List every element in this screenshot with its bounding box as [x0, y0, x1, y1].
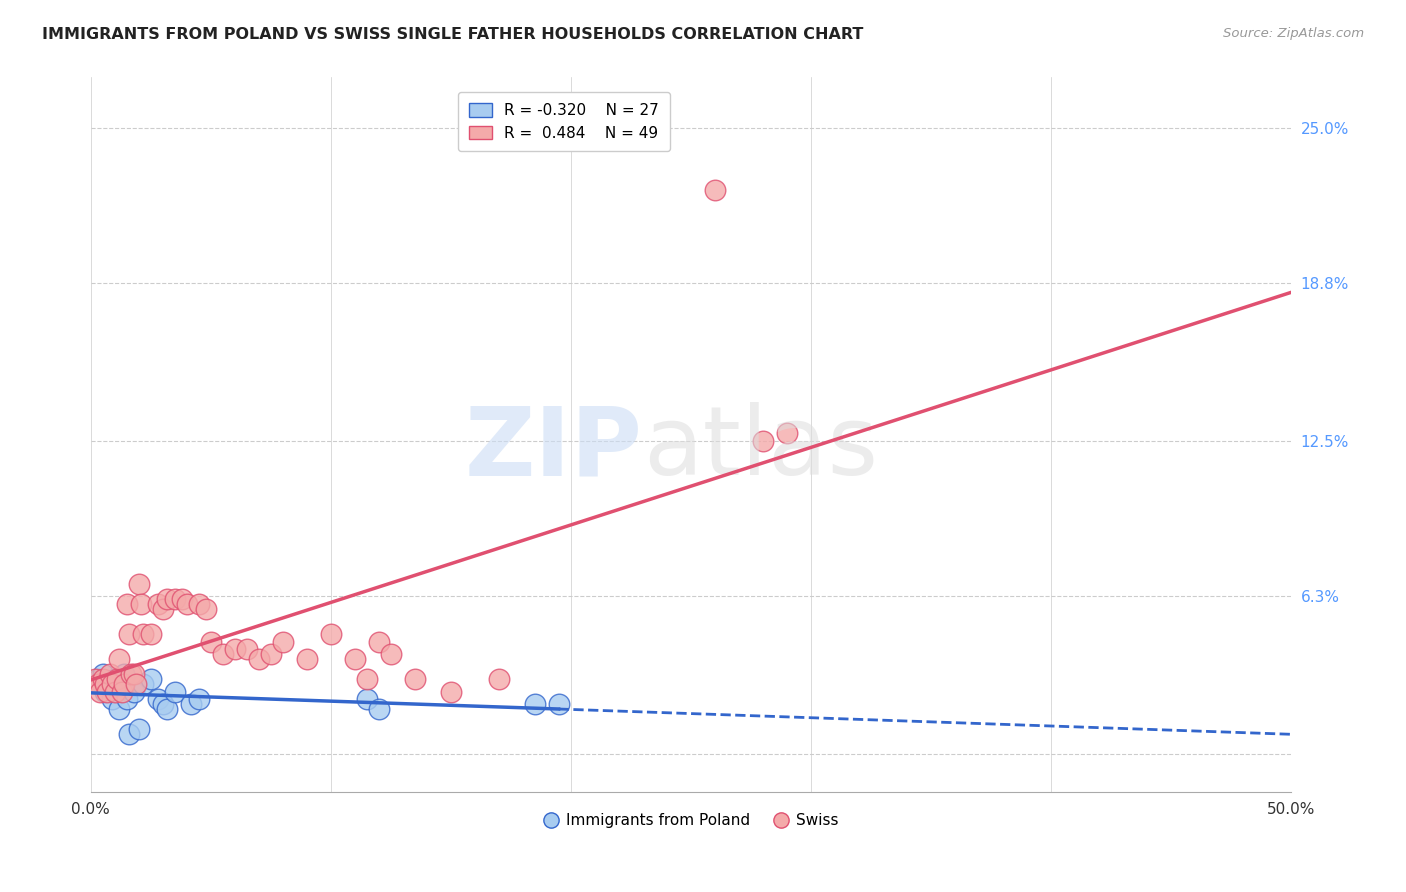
Point — [440, 684, 463, 698]
Point — [259, 647, 281, 661]
Point — [146, 692, 169, 706]
Point — [118, 727, 141, 741]
Point — [125, 677, 148, 691]
Point — [101, 692, 124, 706]
Point — [96, 684, 118, 698]
Point — [187, 597, 209, 611]
Point — [404, 672, 426, 686]
Point — [170, 591, 193, 606]
Point — [89, 677, 111, 691]
Point — [146, 597, 169, 611]
Point — [176, 597, 198, 611]
Point — [156, 702, 179, 716]
Point — [115, 597, 138, 611]
Point — [122, 684, 145, 698]
Point — [547, 697, 569, 711]
Point — [152, 697, 174, 711]
Point — [118, 627, 141, 641]
Point — [101, 677, 124, 691]
Point — [132, 627, 155, 641]
Point — [98, 677, 121, 691]
Point — [98, 667, 121, 681]
Point — [94, 677, 117, 691]
Text: IMMIGRANTS FROM POLAND VS SWISS SINGLE FATHER HOUSEHOLDS CORRELATION CHART: IMMIGRANTS FROM POLAND VS SWISS SINGLE F… — [42, 27, 863, 42]
Point — [356, 672, 378, 686]
Text: Source: ZipAtlas.com: Source: ZipAtlas.com — [1223, 27, 1364, 40]
Point — [112, 677, 135, 691]
Point — [115, 692, 138, 706]
Point — [84, 672, 107, 686]
Point — [122, 667, 145, 681]
Point — [104, 672, 127, 686]
Point — [703, 183, 725, 197]
Text: ZIP: ZIP — [465, 402, 643, 495]
Point — [271, 634, 294, 648]
Point — [187, 692, 209, 706]
Point — [104, 684, 127, 698]
Point — [200, 634, 222, 648]
Point — [488, 672, 510, 686]
Point — [111, 677, 134, 691]
Point — [367, 634, 389, 648]
Point — [91, 672, 114, 686]
Point — [87, 672, 110, 686]
Point — [91, 667, 114, 681]
Point — [87, 677, 110, 691]
Point — [163, 684, 186, 698]
Point — [108, 652, 131, 666]
Point — [139, 627, 162, 641]
Point — [94, 684, 117, 698]
Point — [523, 697, 546, 711]
Point — [343, 652, 366, 666]
Point — [235, 642, 257, 657]
Point — [367, 702, 389, 716]
Point — [105, 672, 128, 686]
Point — [295, 652, 318, 666]
Point — [776, 426, 799, 441]
Point — [132, 677, 155, 691]
Point — [105, 684, 128, 698]
Point — [319, 627, 342, 641]
Text: atlas: atlas — [643, 402, 877, 495]
Point — [163, 591, 186, 606]
Point — [156, 591, 179, 606]
Point — [89, 684, 111, 698]
Point — [152, 602, 174, 616]
Point — [112, 667, 135, 681]
Point — [751, 434, 773, 448]
Point — [128, 723, 150, 737]
Legend: Immigrants from Poland, Swiss: Immigrants from Poland, Swiss — [537, 807, 845, 834]
Point — [128, 577, 150, 591]
Point — [356, 692, 378, 706]
Point — [139, 672, 162, 686]
Point — [180, 697, 202, 711]
Point — [111, 684, 134, 698]
Point — [247, 652, 270, 666]
Point — [211, 647, 233, 661]
Point — [129, 597, 152, 611]
Point — [380, 647, 402, 661]
Point — [120, 667, 142, 681]
Point — [108, 702, 131, 716]
Point — [194, 602, 217, 616]
Point — [224, 642, 246, 657]
